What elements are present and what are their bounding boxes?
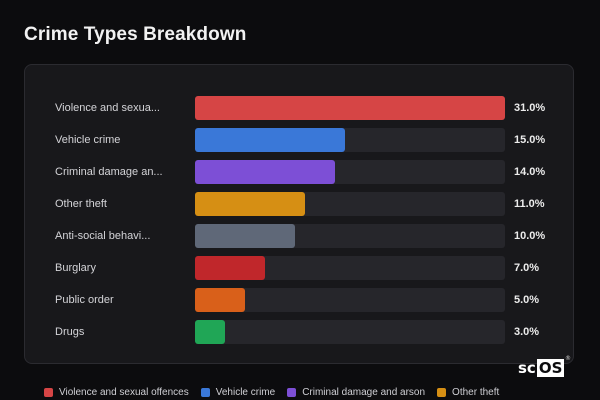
value-label: 31.0%	[514, 102, 546, 114]
value-label: 10.0%	[514, 230, 546, 242]
legend-label: Vehicle crime	[215, 387, 276, 398]
category-label: Other theft	[55, 198, 107, 210]
bar-track	[195, 160, 505, 184]
bar[interactable]	[195, 320, 225, 344]
bar-row: Criminal damage an... 14.0%	[25, 160, 573, 184]
chart-title: Crime Types Breakdown	[24, 24, 247, 45]
bar[interactable]	[195, 288, 245, 312]
bar[interactable]	[195, 192, 305, 216]
value-label: 3.0%	[514, 326, 540, 338]
bar[interactable]	[195, 256, 265, 280]
bar-track	[195, 224, 505, 248]
value-label: 15.0%	[514, 134, 546, 146]
bar[interactable]	[195, 96, 505, 120]
category-label: Criminal damage an...	[55, 166, 163, 178]
legend-item[interactable]: Other theft	[437, 387, 499, 398]
logo-part-sc: sc	[518, 359, 536, 377]
registered-mark: ®	[565, 355, 571, 362]
category-label: Drugs	[55, 326, 85, 338]
logo-part-os: OS	[536, 359, 565, 377]
chart-legend: Violence and sexual offences Vehicle crim…	[44, 387, 499, 398]
bar[interactable]	[195, 160, 335, 184]
bar-row: Drugs 3.0%	[25, 320, 573, 344]
bar-row: Vehicle crime 15.0%	[25, 128, 573, 152]
category-label: Burglary	[55, 262, 96, 274]
bar-row: Public order 5.0%	[25, 288, 573, 312]
bar-track	[195, 288, 505, 312]
legend-item[interactable]: Vehicle crime	[200, 387, 276, 398]
legend-swatch	[44, 388, 53, 397]
bar-track	[195, 320, 505, 344]
bar-track	[195, 96, 505, 120]
bar-track	[195, 256, 505, 280]
bar-row: Burglary 7.0%	[25, 256, 573, 280]
bar-row: Other theft 11.0%	[25, 192, 573, 216]
value-label: 11.0%	[514, 198, 545, 210]
category-label: Vehicle crime	[55, 134, 121, 146]
legend-item[interactable]: Criminal damage and arson	[287, 387, 425, 398]
value-label: 5.0%	[514, 294, 540, 306]
category-label: Anti-social behavi...	[55, 230, 151, 242]
bar-row: Anti-social behavi... 10.0%	[25, 224, 573, 248]
bar-track	[195, 192, 505, 216]
legend-label: Other theft	[452, 387, 500, 398]
scos-logo: sc OS ®	[517, 355, 571, 378]
bar[interactable]	[195, 128, 345, 152]
legend-swatch	[287, 388, 297, 397]
bar-row: Violence and sexua... 31.0%	[25, 96, 573, 120]
value-label: 14.0%	[514, 166, 546, 178]
legend-label: Criminal damage and arson	[302, 387, 426, 398]
bar-track	[195, 128, 505, 152]
category-label: Violence and sexua...	[55, 102, 160, 114]
legend-swatch	[200, 388, 210, 397]
chart-card: Violence and sexua... 31.0% Vehicle crime 1…	[24, 64, 574, 364]
legend-label: Violence and sexual offences	[59, 387, 189, 398]
bar[interactable]	[195, 224, 295, 248]
category-label: Public order	[55, 294, 114, 306]
legend-swatch	[437, 388, 447, 397]
legend-item[interactable]: Violence and sexual offences	[44, 387, 189, 398]
value-label: 7.0%	[514, 262, 540, 274]
